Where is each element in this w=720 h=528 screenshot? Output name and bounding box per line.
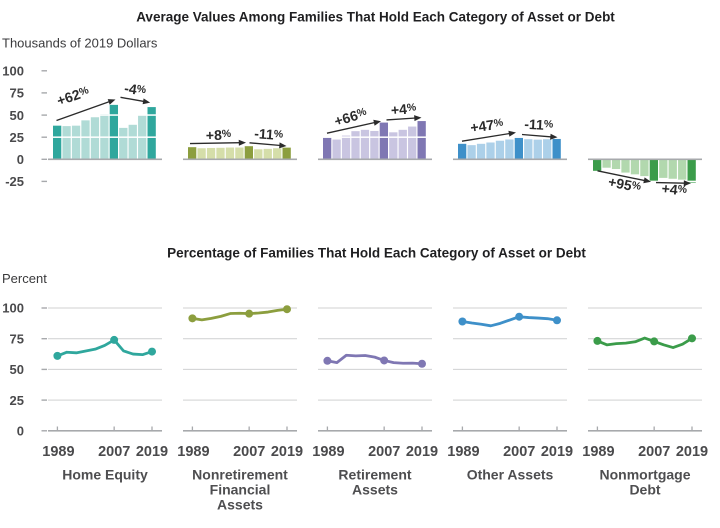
svg-text:2019: 2019 xyxy=(541,444,573,460)
svg-text:-11%: -11% xyxy=(524,116,554,134)
svg-text:2007: 2007 xyxy=(368,444,400,460)
svg-text:Retirement: Retirement xyxy=(338,467,411,483)
svg-text:0: 0 xyxy=(17,424,24,439)
svg-text:-25: -25 xyxy=(5,174,24,189)
svg-text:2007: 2007 xyxy=(233,444,265,460)
svg-text:50: 50 xyxy=(10,108,24,123)
svg-text:1989: 1989 xyxy=(312,444,344,460)
svg-text:100: 100 xyxy=(2,64,24,79)
svg-text:+4%: +4% xyxy=(390,100,417,118)
svg-text:Average Values Among Families: Average Values Among Families That Hold … xyxy=(136,10,615,25)
svg-text:100: 100 xyxy=(2,301,24,316)
svg-text:1989: 1989 xyxy=(177,444,209,460)
svg-text:-11%: -11% xyxy=(254,125,285,143)
svg-text:1989: 1989 xyxy=(582,444,614,460)
svg-text:+8%: +8% xyxy=(206,126,233,143)
svg-text:Debt: Debt xyxy=(629,482,660,498)
svg-text:2007: 2007 xyxy=(638,444,670,460)
svg-text:Financial: Financial xyxy=(210,482,271,498)
svg-text:75: 75 xyxy=(10,86,24,101)
svg-text:2019: 2019 xyxy=(271,444,303,460)
svg-text:-4%: -4% xyxy=(123,80,147,99)
svg-text:Assets: Assets xyxy=(217,497,263,513)
svg-text:1989: 1989 xyxy=(42,444,74,460)
svg-text:Nonretirement: Nonretirement xyxy=(192,467,288,483)
svg-text:Other Assets: Other Assets xyxy=(467,467,554,483)
svg-text:25: 25 xyxy=(10,130,24,145)
svg-text:Percent: Percent xyxy=(2,271,47,286)
svg-text:2019: 2019 xyxy=(676,444,708,460)
svg-text:Nonmortgage: Nonmortgage xyxy=(600,467,691,483)
svg-text:75: 75 xyxy=(10,331,24,346)
svg-text:Home Equity: Home Equity xyxy=(62,467,148,483)
svg-text:2007: 2007 xyxy=(503,444,535,460)
svg-text:+95%: +95% xyxy=(607,173,643,195)
svg-text:50: 50 xyxy=(10,362,24,377)
svg-text:Thousands of 2019 Dollars: Thousands of 2019 Dollars xyxy=(2,36,158,51)
svg-text:Assets: Assets xyxy=(352,482,398,498)
svg-text:2019: 2019 xyxy=(136,444,168,460)
svg-text:+4%: +4% xyxy=(661,180,688,199)
svg-text:2007: 2007 xyxy=(98,444,130,460)
svg-text:2019: 2019 xyxy=(406,444,438,460)
svg-text:25: 25 xyxy=(10,393,24,408)
svg-text:1989: 1989 xyxy=(447,444,479,460)
svg-text:0: 0 xyxy=(17,152,24,167)
svg-text:Percentage of Families That Ho: Percentage of Families That Hold Each Ca… xyxy=(167,246,586,261)
